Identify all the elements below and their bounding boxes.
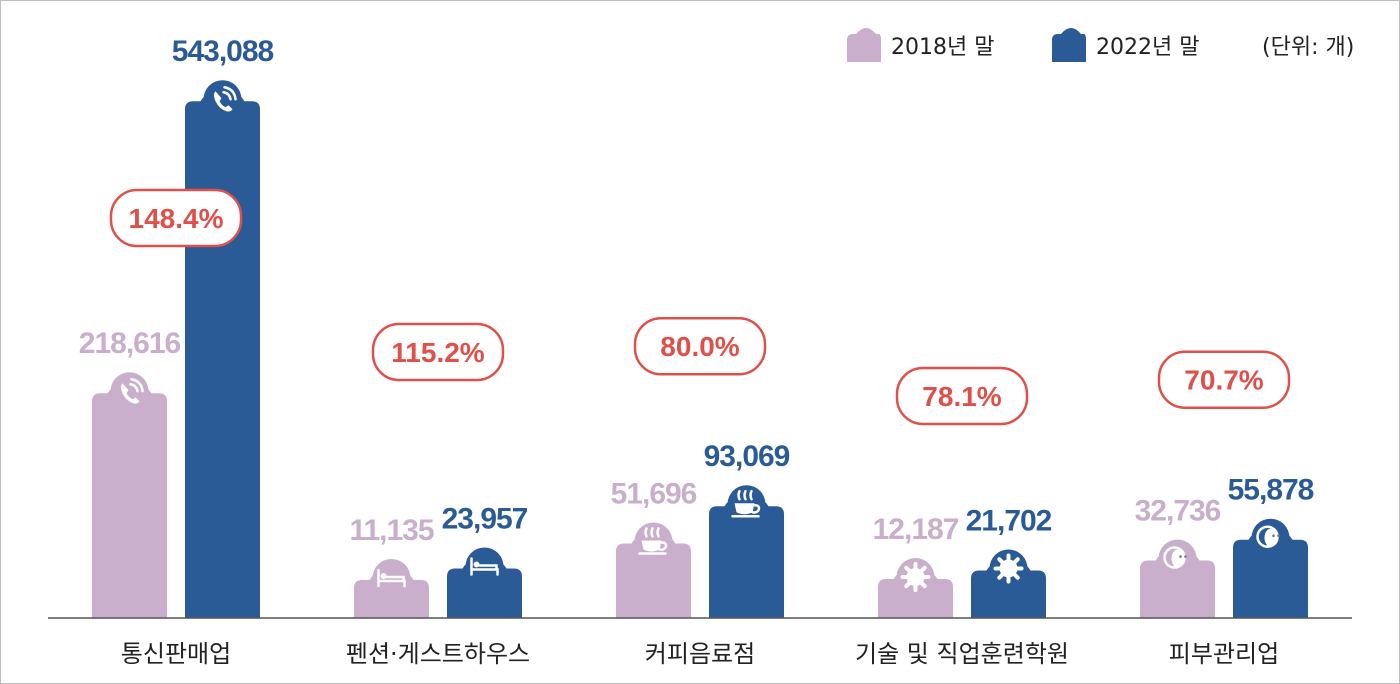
- value-label-pension-guesthouse-2018: 11,135: [349, 514, 433, 547]
- growth-badge-coffee-shop: 80.0%: [633, 316, 767, 376]
- growth-badge-value: 80.0%: [660, 331, 739, 362]
- bar-icon-skin-care-2022: [1251, 518, 1290, 557]
- bar-icon-vocational-academy-2018: [896, 558, 935, 597]
- growth-badge-online-retail: 148.4%: [109, 188, 243, 248]
- category-label-pension-guesthouse: 펜션·게스트하우스: [346, 640, 530, 668]
- mask-eye: [1184, 555, 1187, 558]
- growth-badge-value: 148.4%: [129, 203, 224, 234]
- cup-handle: [658, 541, 668, 551]
- phone-wave: [223, 85, 237, 101]
- legend-label-2018: 2018년 말: [891, 35, 994, 60]
- phone-handset: [214, 91, 233, 112]
- value-label-coffee-shop-2022: 93,069: [704, 440, 790, 473]
- cup-steam: [737, 489, 753, 501]
- legend-swatch-2022: [1052, 28, 1086, 62]
- legend-item-2022: 2022년 말: [1052, 28, 1199, 62]
- legend-label-2022: 2022년 말: [1096, 35, 1199, 60]
- mask-eye: [1272, 534, 1275, 538]
- bar-icon-coffee-shop-2022: [727, 485, 766, 524]
- growth-badge-value: 70.7%: [1184, 365, 1263, 396]
- value-label-pension-guesthouse-2022: 23,957: [442, 502, 528, 535]
- bar-icon-online-retail-2022: [203, 80, 242, 119]
- bed-frame: [377, 568, 406, 588]
- bar-icon-pension-guesthouse-2018: [372, 558, 411, 597]
- gear-wrench: [1003, 562, 1015, 574]
- bar-icon-coffee-shop-2018: [634, 522, 673, 561]
- value-label-online-retail-2022: 543,088: [172, 35, 274, 68]
- bar-icon-skin-care-2018: [1158, 539, 1197, 578]
- gear-wrench: [910, 570, 922, 583]
- cup-body: [734, 503, 755, 515]
- growth-badge-value: 115.2%: [391, 337, 485, 368]
- bar-icon-pension-guesthouse-2022: [465, 547, 504, 586]
- bar-online-retail-2018: [92, 381, 167, 618]
- cup-handle: [751, 503, 761, 514]
- bar-vocational-academy-2022: [971, 558, 1046, 618]
- cup-body: [641, 540, 662, 552]
- growth-badge-skin-care: 70.7%: [1157, 350, 1291, 409]
- growth-badge-pension-guesthouse: 115.2%: [371, 322, 505, 382]
- bed-pillow: [380, 572, 387, 579]
- labels-layer: 218,616 543,088 통신판매업 148.4% 11,135 23,957 펜션·…: [79, 35, 1315, 668]
- bar-skin-care-2018: [1140, 548, 1215, 618]
- growth-badge-value: 78.1%: [922, 381, 1001, 412]
- mask-eye: [1277, 534, 1280, 538]
- growth-badge-outline: [371, 322, 505, 382]
- bar-skin-care-2022: [1233, 527, 1308, 618]
- cup-steam: [644, 527, 660, 538]
- phone-handset: [121, 383, 140, 404]
- growth-badge-outline: [109, 188, 243, 248]
- face-mask: [1171, 549, 1186, 568]
- phone-wave: [130, 377, 144, 393]
- growth-badge-outline: [1157, 350, 1291, 409]
- bar-online-retail-2022: [185, 89, 260, 618]
- phone-wave: [129, 382, 139, 393]
- category-label-online-retail: 통신판매업: [121, 640, 231, 668]
- value-label-vocational-academy-2018: 12,187: [873, 513, 959, 546]
- value-label-coffee-shop-2018: 51,696: [611, 477, 697, 510]
- bar-icon-vocational-academy-2022: [989, 549, 1028, 588]
- unit-note: (단위: 개): [1262, 35, 1354, 60]
- value-label-online-retail-2018: 218,616: [79, 327, 181, 360]
- growth-badge-outline: [895, 366, 1029, 426]
- growth-badge-outline: [633, 316, 767, 376]
- bar-coffee-shop-2018: [616, 531, 691, 618]
- category-label-coffee-shop: 커피음료점: [645, 640, 755, 668]
- phone-wave: [222, 90, 232, 101]
- bar-coffee-shop-2022: [709, 494, 784, 618]
- bed-pillow: [473, 561, 480, 568]
- bar-pension-guesthouse-2022: [447, 556, 522, 618]
- legend: 2018년 말 2022년 말 (단위: 개): [847, 28, 1354, 62]
- value-label-vocational-academy-2022: 21,702: [966, 504, 1052, 537]
- mask-eye: [1179, 555, 1182, 558]
- category-label-skin-care: 피부관리업: [1169, 640, 1279, 668]
- category-label-vocational-academy: 기술 및 직업훈련학원: [855, 640, 1069, 668]
- bed-frame: [470, 557, 499, 576]
- growth-badge-vocational-academy: 78.1%: [895, 366, 1029, 426]
- bar-icon-online-retail-2018: [110, 372, 149, 411]
- value-label-skin-care-2022: 55,878: [1228, 474, 1314, 507]
- value-label-skin-care-2018: 32,736: [1135, 495, 1221, 528]
- face-mask: [1264, 528, 1279, 547]
- legend-item-2018: 2018년 말: [847, 28, 994, 62]
- legend-swatch-2018: [847, 28, 881, 62]
